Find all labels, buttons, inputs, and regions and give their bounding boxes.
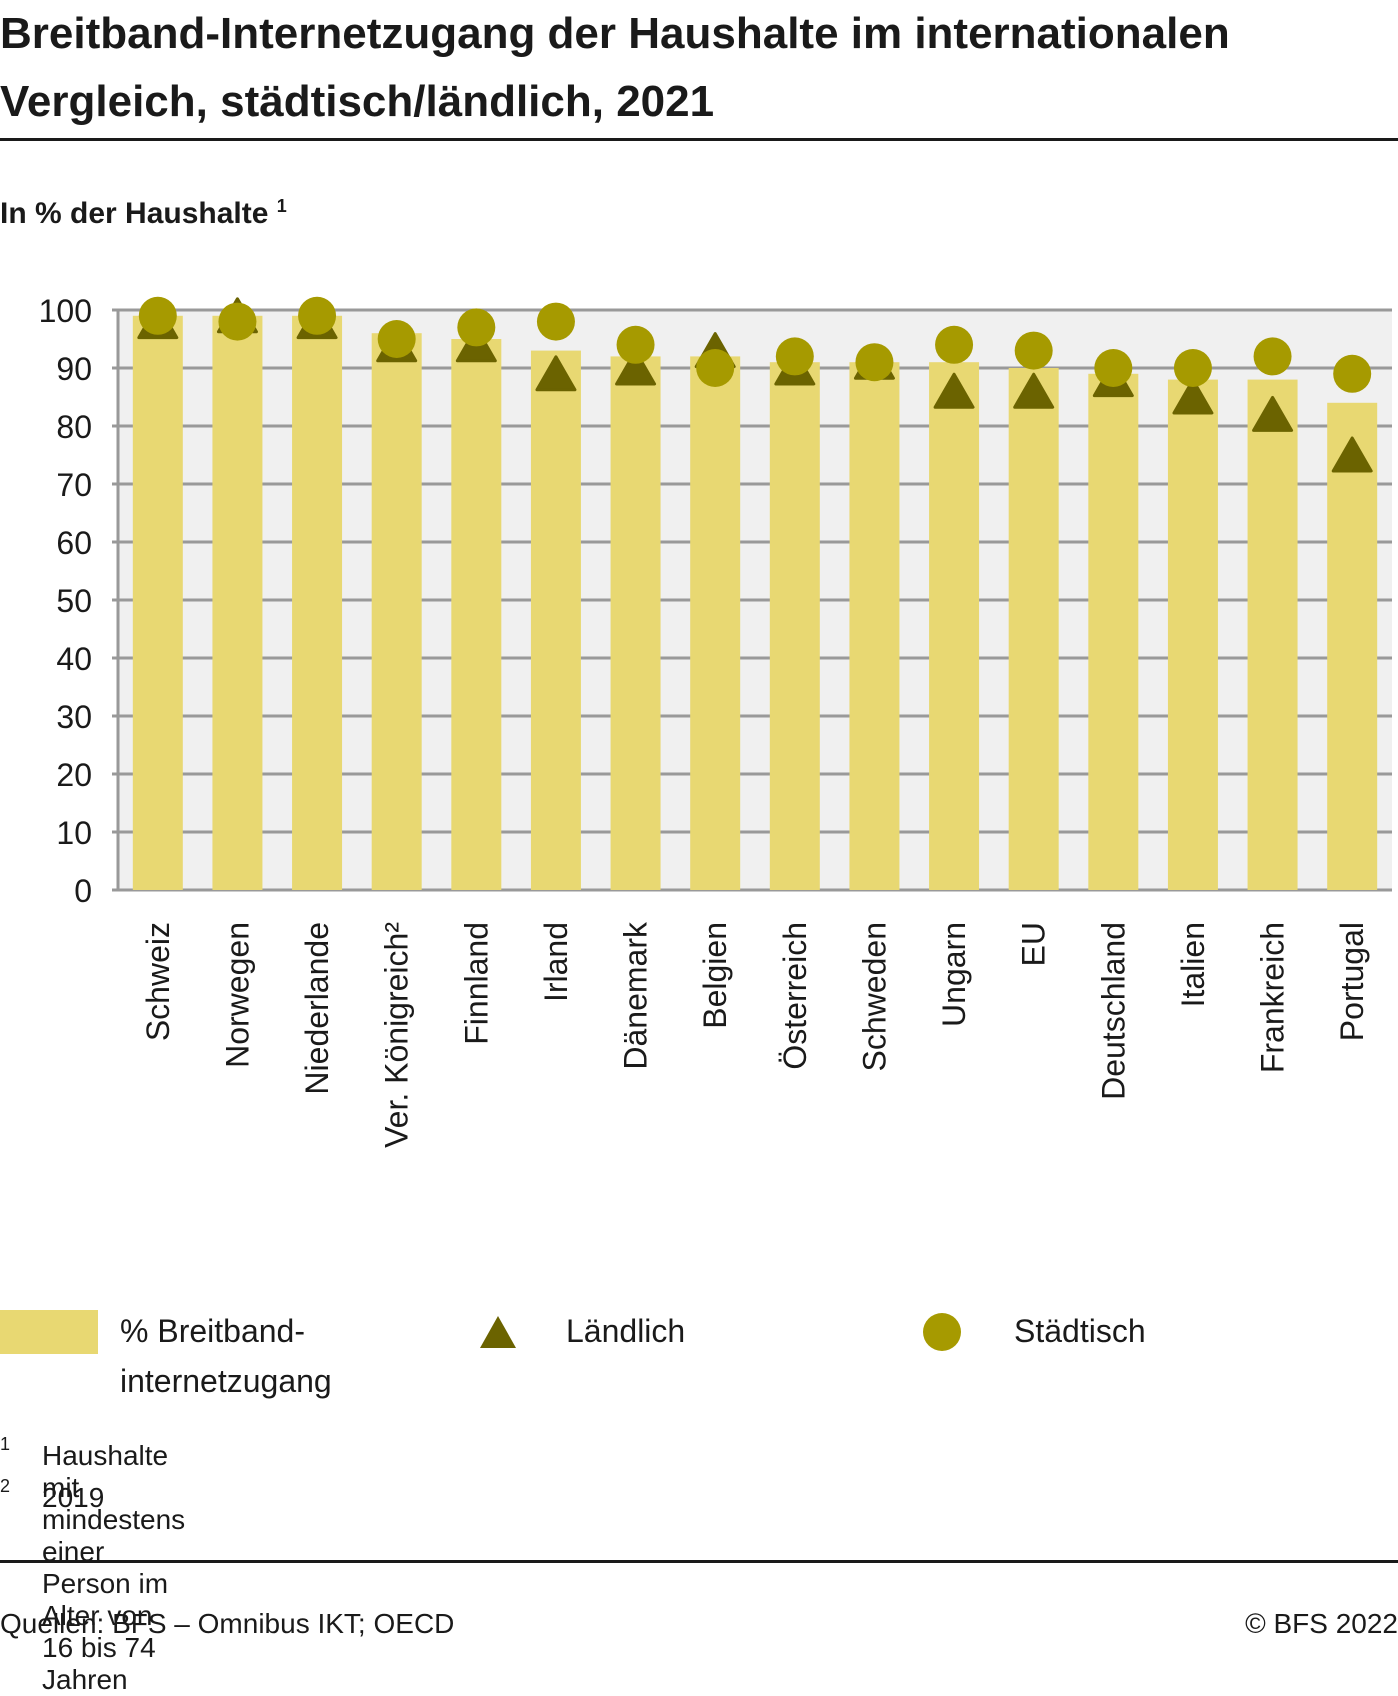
legend-bar-label: % Breitband-internetzugang: [120, 1313, 332, 1399]
y-tick-label: 0: [74, 873, 92, 909]
triangle-icon: [480, 1316, 516, 1348]
x-tick-label: Norwegen: [219, 922, 255, 1068]
bar: [530, 350, 581, 891]
bar: [610, 356, 661, 890]
bar: [292, 315, 343, 890]
footnote-text: Haushalte mit mindestens einer Person im…: [42, 1440, 186, 1695]
y-tick-label: 70: [56, 467, 92, 503]
legend: % Breitband-internetzugang Ländlich Städ…: [0, 1300, 1398, 1410]
bar: [1088, 373, 1139, 890]
bar: [1327, 402, 1378, 890]
urban-marker: [377, 320, 416, 358]
x-tick-label: Irland: [538, 922, 574, 1002]
x-tick-label: Italien: [1175, 922, 1211, 1007]
urban-marker: [696, 349, 735, 387]
x-tick-label: Schweden: [856, 922, 892, 1071]
urban-marker: [457, 308, 496, 347]
urban-marker: [935, 325, 974, 364]
chart-page: Breitband-Internetzugang der Haushalte i…: [0, 9, 1398, 1695]
footer-divider: [0, 1560, 1398, 1563]
urban-marker: [1173, 349, 1212, 387]
source-text: Quellen: BFS – Omnibus IKT; OECD: [0, 1608, 455, 1639]
urban-marker: [1333, 354, 1372, 393]
x-tick-label: Belgien: [697, 922, 733, 1029]
footnote-number: 1: [0, 1434, 11, 1454]
urban-marker: [1253, 337, 1292, 376]
x-tick-label: Österreich: [777, 922, 813, 1070]
unit-footnote-marker: 1: [276, 196, 287, 216]
y-tick-label: 80: [56, 409, 92, 445]
x-tick-label: Portugal: [1334, 922, 1370, 1041]
bar: [451, 339, 502, 890]
legend-bar-swatch: [0, 1310, 98, 1354]
urban-marker: [298, 296, 337, 335]
chart-area: 0 10 20 30 40 50 60 70 80 90 100 Schweiz Norwegen Nie…: [39, 293, 1392, 1148]
x-tick-label: Schweiz: [140, 922, 176, 1041]
rural-marker: [1331, 436, 1373, 473]
bar: [1008, 368, 1059, 890]
bar: [1247, 379, 1298, 890]
rural-marker: [1172, 378, 1214, 415]
y-tick-label: 10: [56, 815, 92, 851]
urban-marker: [855, 343, 894, 382]
bar: [1167, 379, 1218, 890]
rural-marker: [535, 355, 577, 392]
x-tick-label: Frankreich: [1255, 922, 1291, 1073]
title-divider: [0, 138, 1398, 141]
bar: [690, 356, 741, 890]
legend-triangle-label: Ländlich: [566, 1313, 686, 1349]
x-tick-label: Deutschland: [1095, 922, 1131, 1100]
urban-marker: [775, 337, 814, 376]
urban-marker: [1094, 349, 1133, 387]
footnote-text: 2019: [42, 1482, 105, 1513]
urban-marker: [218, 302, 257, 341]
urban-marker: [138, 296, 177, 335]
y-tick-label: 50: [56, 583, 92, 619]
unit-label-text: In % der Haushalte: [0, 197, 269, 230]
urban-marker: [1014, 331, 1053, 370]
circle-icon: [923, 1313, 961, 1351]
bar: [929, 362, 980, 890]
y-tick-label: 60: [56, 525, 92, 561]
bar: [132, 315, 183, 890]
x-tick-label: Niederlande: [299, 922, 335, 1095]
y-tick-label: 40: [56, 641, 92, 677]
x-tick-label: Ungarn: [936, 922, 972, 1027]
x-tick-label: EU: [1016, 922, 1052, 966]
bar: [849, 362, 900, 890]
x-tick-label: Dänemark: [618, 921, 654, 1070]
chart-title: Breitband-Internetzugang der Haushalte i…: [0, 9, 1230, 126]
y-tick-label: 20: [56, 757, 92, 793]
y-tick-label: 100: [39, 293, 92, 329]
copyright-text: © BFS 2022: [1245, 1608, 1398, 1639]
y-tick-label: 90: [56, 351, 92, 387]
rural-marker: [1013, 372, 1055, 409]
rural-marker: [1252, 395, 1294, 432]
unit-label: In % der Haushalte 1: [0, 196, 287, 231]
rural-marker: [933, 372, 975, 409]
x-tick-label: Finnland: [458, 922, 494, 1045]
footer: Quellen: BFS – Omnibus IKT; OECD © BFS 2…: [0, 1608, 1398, 1640]
y-tick-label: 30: [56, 699, 92, 735]
bar: [769, 362, 820, 890]
urban-marker: [616, 325, 655, 364]
rural-marker: [615, 349, 657, 386]
x-tick-label: Ver. Königreich²: [379, 922, 415, 1148]
legend-circle-label: Städtisch: [1014, 1313, 1146, 1349]
bar: [371, 333, 422, 890]
urban-marker: [536, 302, 575, 341]
bar: [212, 315, 263, 890]
footnote-number: 2: [0, 1476, 11, 1496]
